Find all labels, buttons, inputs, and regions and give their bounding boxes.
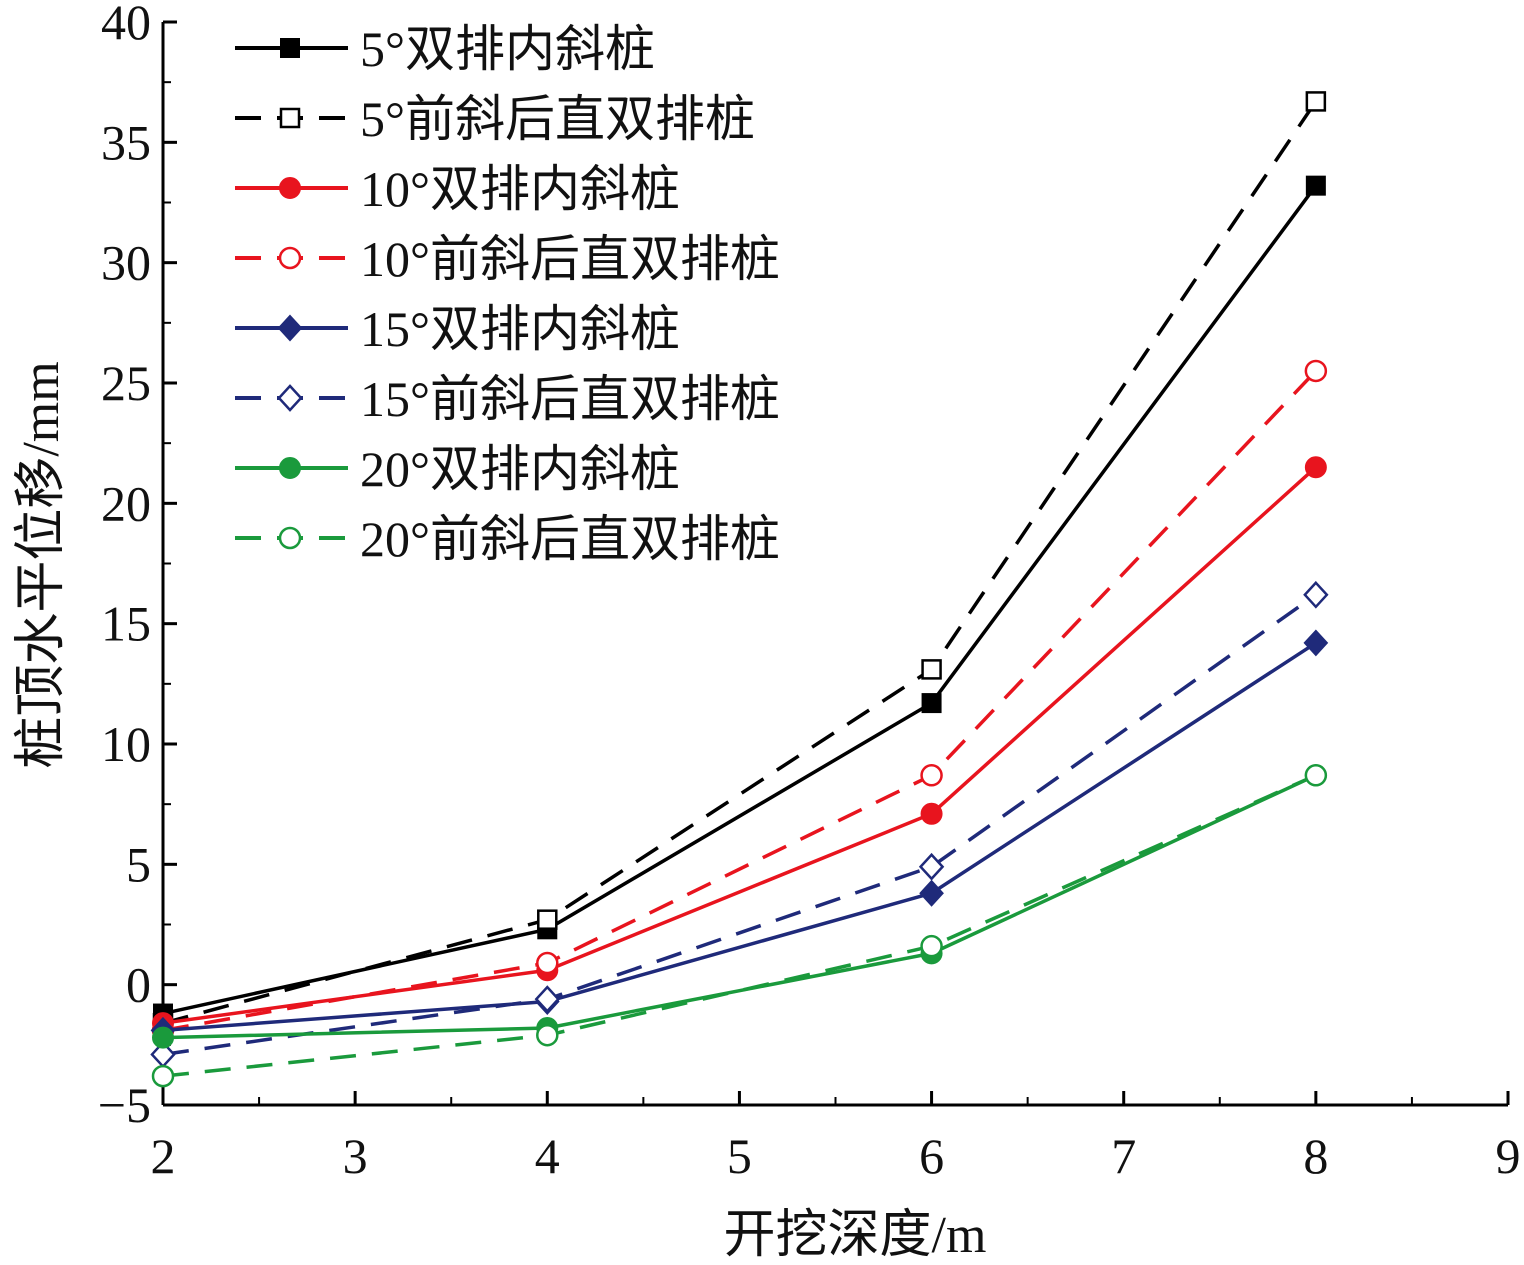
legend-label: 20°前斜后直双排桩 (360, 511, 780, 567)
series-line (162, 465, 1318, 1025)
data-point (1304, 764, 1328, 787)
series-line (162, 593, 1317, 1057)
legend-item: 10°前斜后直双排桩 (235, 231, 780, 287)
y-tick-label: 20 (101, 475, 151, 531)
legend-label: 20°双排内斜桩 (360, 441, 680, 497)
x-tick-label: 6 (919, 1128, 944, 1184)
x-tick-label: 7 (1111, 1128, 1136, 1184)
legend: 5°双排内斜桩 5°前斜后直双排桩 10°双排内斜桩 10°前斜后直双排桩 15°双排内… (235, 21, 780, 567)
x-tick-label: 4 (535, 1128, 560, 1184)
data-point (921, 693, 942, 714)
legend-item: 5°前斜后直双排桩 (235, 91, 755, 147)
legend-item: 5°双排内斜桩 (235, 21, 655, 77)
data-point (1305, 91, 1327, 112)
legend-swatch-marker (277, 314, 303, 342)
data-point (1303, 629, 1329, 657)
data-point (920, 802, 943, 825)
x-tick-label: 8 (1303, 1128, 1328, 1184)
legend-label: 15°前斜后直双排桩 (360, 371, 780, 427)
data-point (151, 1064, 175, 1088)
y-tick-label: 0 (126, 957, 151, 1013)
series-layer (150, 91, 1329, 1088)
axes: −5 0 5 10 15 20 25 30 35 40 2 3 4 5 6 7 8 9 (98, 0, 1521, 1184)
legend-swatch-marker (279, 107, 301, 129)
legend-item: 15°前斜后直双排桩 (235, 371, 780, 427)
series-line (162, 773, 1317, 1078)
x-tick-label: 2 (151, 1128, 176, 1184)
series-6 (150, 580, 1329, 1069)
y-tick-label: 15 (101, 596, 151, 652)
legend-item: 20°前斜后直双排桩 (235, 511, 780, 567)
data-point (920, 764, 943, 787)
series-4 (151, 359, 1328, 1042)
series-line (162, 184, 1318, 1016)
x-tick-label: 3 (343, 1128, 368, 1184)
data-point (1304, 456, 1327, 479)
legend-label: 5°双排内斜桩 (360, 21, 655, 77)
data-point (918, 852, 945, 881)
series-8 (151, 764, 1328, 1088)
data-point (534, 985, 560, 1013)
series-5 (150, 629, 1329, 1044)
legend-swatch-marker (280, 38, 300, 58)
series-line (162, 369, 1318, 1033)
y-tick-label: 40 (101, 0, 151, 50)
y-tick-label: 30 (101, 235, 151, 291)
legend-label: 15°双排内斜桩 (360, 301, 680, 357)
series-line (162, 100, 1318, 1025)
legend-swatch-marker (279, 177, 301, 199)
legend-item: 20°双排内斜桩 (235, 441, 680, 497)
y-tick-label: −5 (98, 1077, 151, 1133)
data-point (537, 909, 558, 930)
data-point (1304, 359, 1328, 383)
legend-swatch-marker (278, 246, 302, 270)
x-tick-label: 5 (727, 1128, 752, 1184)
legend-label: 10°双排内斜桩 (360, 161, 680, 217)
series-line (162, 641, 1317, 1033)
data-point (1305, 175, 1326, 196)
series-7 (152, 764, 1327, 1049)
y-tick-label: 10 (101, 716, 151, 772)
data-point (921, 659, 942, 680)
data-point (920, 934, 943, 958)
legend-label: 10°前斜后直双排桩 (360, 231, 780, 287)
y-tick-label: 25 (101, 355, 151, 411)
y-tick-label: 35 (101, 114, 151, 170)
legend-item: 15°双排内斜桩 (235, 301, 680, 357)
series-line (162, 773, 1317, 1040)
data-point (919, 879, 944, 907)
legend-swatch-marker (277, 384, 303, 412)
x-axis-label: 开挖深度/m (724, 1207, 987, 1264)
data-point (152, 1026, 174, 1049)
legend-swatch-marker (279, 457, 301, 479)
y-tick-label: 5 (126, 836, 151, 892)
data-point (536, 951, 559, 975)
data-point (536, 1023, 559, 1047)
legend-label: 5°前斜后直双排桩 (360, 91, 755, 147)
data-point (1303, 580, 1329, 609)
x-tick-label: 9 (1496, 1128, 1521, 1184)
y-axis-label: 桩顶水平位移/mm (13, 361, 70, 768)
legend-item: 10°双排内斜桩 (235, 161, 680, 217)
series-1 (153, 175, 1326, 1024)
legend-swatch-marker (278, 526, 302, 550)
